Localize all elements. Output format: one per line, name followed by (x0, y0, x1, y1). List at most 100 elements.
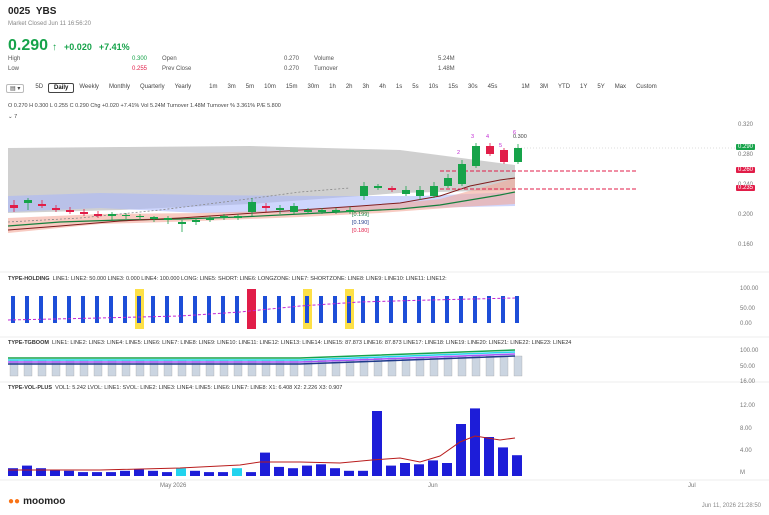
timeframe-10m[interactable]: 10m (264, 84, 276, 90)
timeframe-custom[interactable]: Custom (636, 84, 657, 90)
timeframe-yearly[interactable]: Yearly (174, 84, 192, 90)
price-tag: 0.290 (736, 144, 756, 150)
tgboom-bar (359, 357, 369, 377)
candle-body (514, 148, 522, 162)
ma-toggle[interactable]: ⌄ 7 (8, 114, 18, 120)
timeframe-2h[interactable]: 2h (345, 84, 353, 90)
holding-bar (487, 296, 491, 323)
timeframe-daily[interactable]: Daily (48, 83, 75, 93)
tgboom-bar (485, 355, 495, 377)
candle-body (136, 216, 144, 217)
tgboom-bar (499, 355, 509, 377)
timeframe-5s[interactable]: 5s (412, 84, 419, 90)
timeframe-1m[interactable]: 1M (521, 84, 530, 90)
holding-bar (137, 296, 141, 323)
open-label: Open (162, 56, 177, 62)
candle-body (178, 222, 186, 224)
candle-body (192, 220, 200, 222)
volume-bar (8, 468, 18, 476)
volume-bar (344, 470, 354, 476)
holding-bar (375, 296, 379, 323)
volume-bar (232, 468, 242, 476)
volume-bar (78, 472, 88, 476)
timeframe-quarterly[interactable]: Quarterly (139, 84, 165, 90)
tgboom-panel (8, 349, 523, 377)
candle-body (248, 202, 256, 212)
price-tag: 0.260 (736, 167, 756, 173)
timeframe-3h[interactable]: 3h (362, 84, 370, 90)
holding-bar (361, 296, 365, 323)
high-label: High (8, 56, 21, 62)
volume-panel (8, 408, 522, 476)
quote-header: 0025 YBS Market Closed Jun 11 16:56:20 (8, 6, 758, 27)
timeframe-5d[interactable]: 5D (35, 84, 44, 90)
holding-bar (277, 296, 281, 323)
holding-bar (319, 296, 323, 323)
price-tick: 0.280 (738, 152, 754, 158)
timeframe-5m[interactable]: 5m (245, 84, 255, 90)
candle-body (290, 206, 298, 212)
last-price: 0.290 (8, 37, 49, 54)
time-tick: Jun (428, 483, 438, 489)
timeframe-1m[interactable]: 1m (209, 84, 218, 90)
level-annotation-2: [0.190] (352, 220, 369, 226)
timeframe-1h[interactable]: 1h (329, 84, 336, 90)
up-arrow-icon: ↑ (52, 42, 58, 53)
holding-bar (515, 296, 519, 323)
volume-bar (498, 447, 508, 476)
wave-label: 3 (471, 134, 475, 140)
holding-bar (403, 296, 407, 323)
timeframe-30s[interactable]: 30s (467, 84, 478, 90)
timeframe-45s[interactable]: 45s (487, 84, 498, 90)
candle-body (164, 218, 172, 220)
sub-axis-tick: 50.00 (740, 364, 756, 370)
chart-type-dropdown[interactable]: ▤ ▾ (6, 83, 25, 93)
volume-label: Volume (314, 56, 335, 62)
candle-body (10, 205, 18, 208)
timeframe-10s[interactable]: 10s (428, 84, 439, 90)
timeframe-1s[interactable]: 1s (395, 84, 403, 90)
candle-body (94, 214, 102, 216)
volume-bar (246, 472, 256, 476)
wave-label: 5 (499, 143, 503, 149)
candle-body (276, 208, 284, 210)
timeframe-monthly[interactable]: Monthly (108, 84, 130, 90)
timeframe-weekly[interactable]: Weekly (79, 84, 99, 90)
holding-bar (193, 296, 197, 323)
holding-bar (25, 296, 29, 323)
tgboom-bar (317, 359, 327, 377)
candle-body (374, 186, 382, 188)
wave-label: 6 (513, 130, 517, 136)
wave-label: 2 (457, 150, 461, 156)
volume-bar (358, 470, 368, 476)
volume-bar (218, 472, 228, 476)
low-value: 0.255 (132, 66, 148, 72)
timeframe-15m[interactable]: 15m (285, 84, 298, 90)
turnover-label: Turnover (314, 66, 338, 72)
tgboom-line (8, 353, 516, 363)
timeframe-30m[interactable]: 30m (307, 84, 320, 90)
timeframe-4h[interactable]: 4h (379, 84, 386, 90)
timeframe-1y[interactable]: 1Y (580, 84, 588, 90)
candle-body (486, 146, 494, 154)
sub-axis-tick: 0.00 (740, 321, 752, 327)
timeframe-ytd[interactable]: YTD (558, 84, 571, 90)
holding-bar (95, 296, 99, 323)
holding-bar (473, 296, 477, 323)
holding-panel (7, 289, 519, 329)
candle-body (416, 190, 424, 196)
price-tick: 0.200 (738, 212, 754, 218)
timeframe-3m[interactable]: 3m (227, 84, 236, 90)
timeframe-15s[interactable]: 15s (448, 84, 458, 90)
timeframe-max[interactable]: Max (614, 84, 627, 90)
holding-bar (291, 296, 295, 323)
volume-bar (330, 468, 340, 476)
volume-bar (36, 468, 46, 476)
timeframe-3m[interactable]: 3M (539, 84, 549, 90)
main-chart-panel (7, 143, 735, 233)
sub-axis-tick: 8.00 (740, 426, 752, 432)
timeframe-5y[interactable]: 5Y (597, 84, 605, 90)
ohlc-indicator-line: O 0.270 H 0.300 L 0.255 C 0.290 Chg +0.0… (8, 103, 281, 109)
price-tick: 0.160 (738, 242, 754, 248)
